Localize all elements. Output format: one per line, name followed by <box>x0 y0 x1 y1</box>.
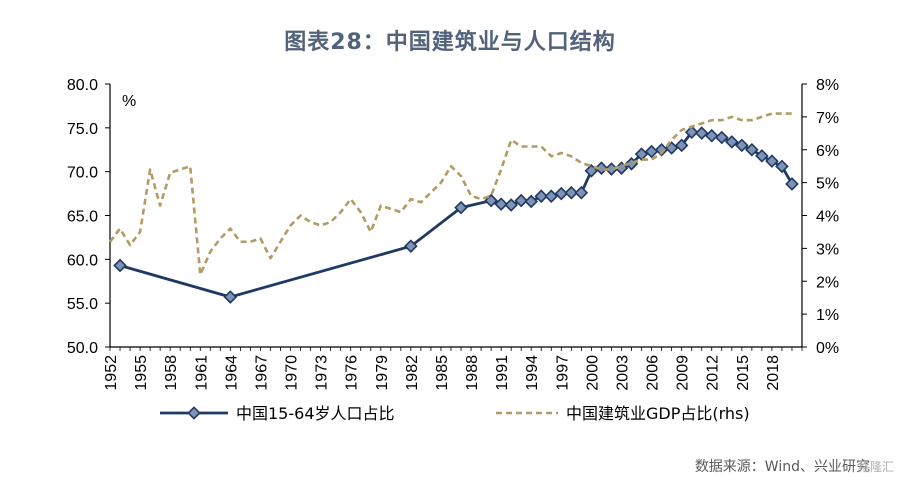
data-point-population <box>735 138 749 153</box>
data-point-population <box>755 149 769 163</box>
legend-marker-population <box>187 406 201 420</box>
data-point-population <box>745 142 759 157</box>
data-point-population <box>694 126 709 140</box>
series-line-population <box>119 130 794 299</box>
source-note: 数据来源：Wind、兴业研究 <box>694 459 870 475</box>
right-tick-label: 1% <box>816 307 839 324</box>
x-tick-label: 1991 <box>494 355 511 391</box>
data-point-population <box>404 239 418 253</box>
x-axis-ticks: 1952 1955 1958 1961 1964 1967 1970 1973 1976 1979… <box>103 347 803 391</box>
x-tick-label: 1988 <box>464 355 481 391</box>
x-tick-label: 1976 <box>344 355 361 391</box>
data-point-population <box>113 258 127 273</box>
legend: 中国15-64岁人口占比 中国建筑业GDP占比(rhs) <box>160 404 750 423</box>
series-layer <box>108 112 799 304</box>
right-tick-label: 8% <box>816 77 839 94</box>
left-axis-unit: % <box>122 93 136 110</box>
x-tick-label: 1964 <box>223 355 240 391</box>
data-point-population <box>634 147 649 161</box>
data-point-population <box>594 161 609 175</box>
data-point-population <box>544 189 559 204</box>
left-tick-label: 65.0 <box>67 209 98 226</box>
data-point-population <box>554 186 569 201</box>
x-tick-label: 1985 <box>434 355 451 391</box>
right-tick-label: 5% <box>816 176 839 193</box>
data-point-population <box>654 142 669 157</box>
x-tick-label: 2003 <box>614 355 631 391</box>
legend-label-population: 中国15-64岁人口占比 <box>236 404 395 423</box>
chart-title: 图表28：中国建筑业与人口结构 <box>284 30 616 55</box>
data-point-population <box>223 290 238 304</box>
x-tick-label: 2009 <box>675 355 692 391</box>
x-tick-label: 2006 <box>645 355 662 391</box>
data-point-population <box>514 193 528 208</box>
data-point-population <box>504 198 518 212</box>
data-point-population <box>674 138 689 153</box>
data-point-population <box>494 197 508 211</box>
data-point-population <box>714 130 729 145</box>
data-point-population <box>454 200 468 215</box>
x-tick-label: 1961 <box>193 355 210 391</box>
x-tick-label: 1952 <box>103 355 120 391</box>
left-tick-label: 50.0 <box>67 340 98 357</box>
left-tick-label: 55.0 <box>67 296 98 313</box>
left-tick-label: 70.0 <box>67 165 98 182</box>
x-tick-label: 1955 <box>133 355 150 391</box>
series-line-construction-gdp <box>108 112 792 277</box>
left-axis-ticks: 80.0 75.0 70.0 65.0 60.0 55.0 50.0 <box>67 77 110 357</box>
x-tick-label: 1967 <box>253 355 270 391</box>
right-axis-ticks: 8% 7% 6% 5% 4% 3% 2% 1% 0% <box>802 77 839 357</box>
x-tick-label: 1973 <box>314 355 331 391</box>
data-point-population <box>604 162 619 176</box>
x-tick-label: 1997 <box>554 355 571 391</box>
left-tick-label: 60.0 <box>67 252 98 269</box>
right-tick-label: 3% <box>816 241 839 258</box>
x-tick-label: 2015 <box>735 355 752 391</box>
data-point-population <box>644 144 659 159</box>
x-tick-label: 2012 <box>705 355 722 391</box>
data-point-population <box>765 154 779 168</box>
x-tick-label: 1958 <box>163 355 180 391</box>
legend-label-construction-gdp: 中国建筑业GDP占比(rhs) <box>566 404 750 423</box>
data-point-population <box>534 189 549 204</box>
x-tick-label: 1979 <box>374 355 391 391</box>
watermark: 格隆汇 <box>857 460 894 474</box>
data-point-population <box>684 125 699 140</box>
data-point-population <box>775 159 789 174</box>
right-tick-label: 0% <box>816 340 839 357</box>
x-tick-label: 1994 <box>524 355 541 391</box>
right-tick-label: 6% <box>816 143 839 160</box>
left-tick-label: 80.0 <box>67 77 98 94</box>
x-tick-label: 2000 <box>584 355 601 391</box>
data-point-population <box>564 185 579 200</box>
right-tick-label: 7% <box>816 110 839 127</box>
x-tick-label: 1982 <box>404 355 421 391</box>
x-tick-label: 2018 <box>765 355 782 391</box>
right-tick-label: 2% <box>816 274 839 291</box>
data-point-population <box>574 185 589 200</box>
data-point-population <box>524 194 539 209</box>
left-tick-label: 75.0 <box>67 121 98 138</box>
data-point-population <box>785 177 799 191</box>
right-tick-label: 4% <box>816 209 839 226</box>
x-tick-label: 1970 <box>284 355 301 391</box>
data-point-population <box>704 128 719 143</box>
data-point-population <box>725 135 739 149</box>
